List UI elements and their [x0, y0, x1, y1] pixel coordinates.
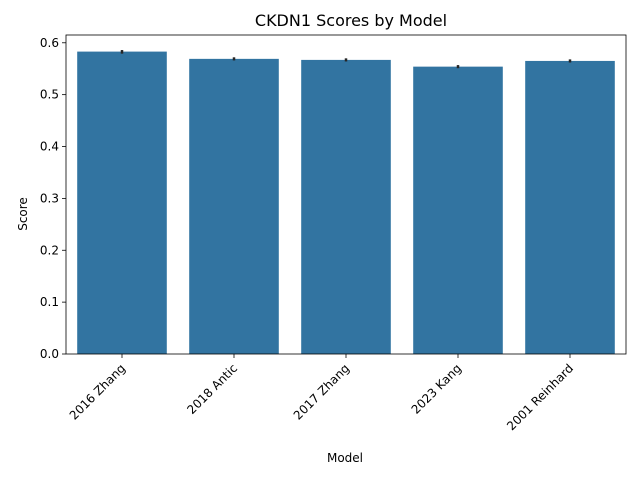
y-tick-label-5: 0.5 [40, 88, 59, 102]
bar-4 [525, 60, 615, 354]
y-tick-label-1: 0.1 [40, 295, 59, 309]
bar-1 [189, 58, 279, 354]
x-tick-label-4: 2001 Reinhard [504, 361, 576, 433]
plot-frame [65, 34, 627, 355]
x-tick-label-3: 2023 Kang [409, 361, 465, 417]
error-bars-group [120, 50, 572, 69]
x-tick-label-2: 2017 Zhang [291, 361, 352, 422]
y-tick-label-6: 0.6 [40, 36, 59, 50]
y-axis: 0.0 0.1 0.2 0.3 0.4 0.5 0.6 [40, 36, 66, 361]
x-tick-label-1: 2018 Antic [184, 361, 240, 417]
y-tick-label-2: 0.2 [40, 243, 59, 257]
y-tick-label-0: 0.0 [40, 347, 59, 361]
chart-title: CKDN1 Scores by Model [255, 11, 447, 30]
y-tick-label-3: 0.3 [40, 191, 59, 205]
bar-3 [413, 66, 503, 354]
bar-0 [77, 51, 167, 354]
x-axis: 2016 Zhang 2018 Antic 2017 Zhang 2023 Kang 2… [67, 354, 576, 433]
y-axis-label: Score [16, 197, 30, 231]
bars-group [77, 51, 615, 355]
x-tick-label-0: 2016 Zhang [67, 361, 128, 422]
bar-2 [301, 59, 391, 355]
x-axis-label: Model [327, 451, 363, 465]
y-tick-label-4: 0.4 [40, 140, 59, 154]
